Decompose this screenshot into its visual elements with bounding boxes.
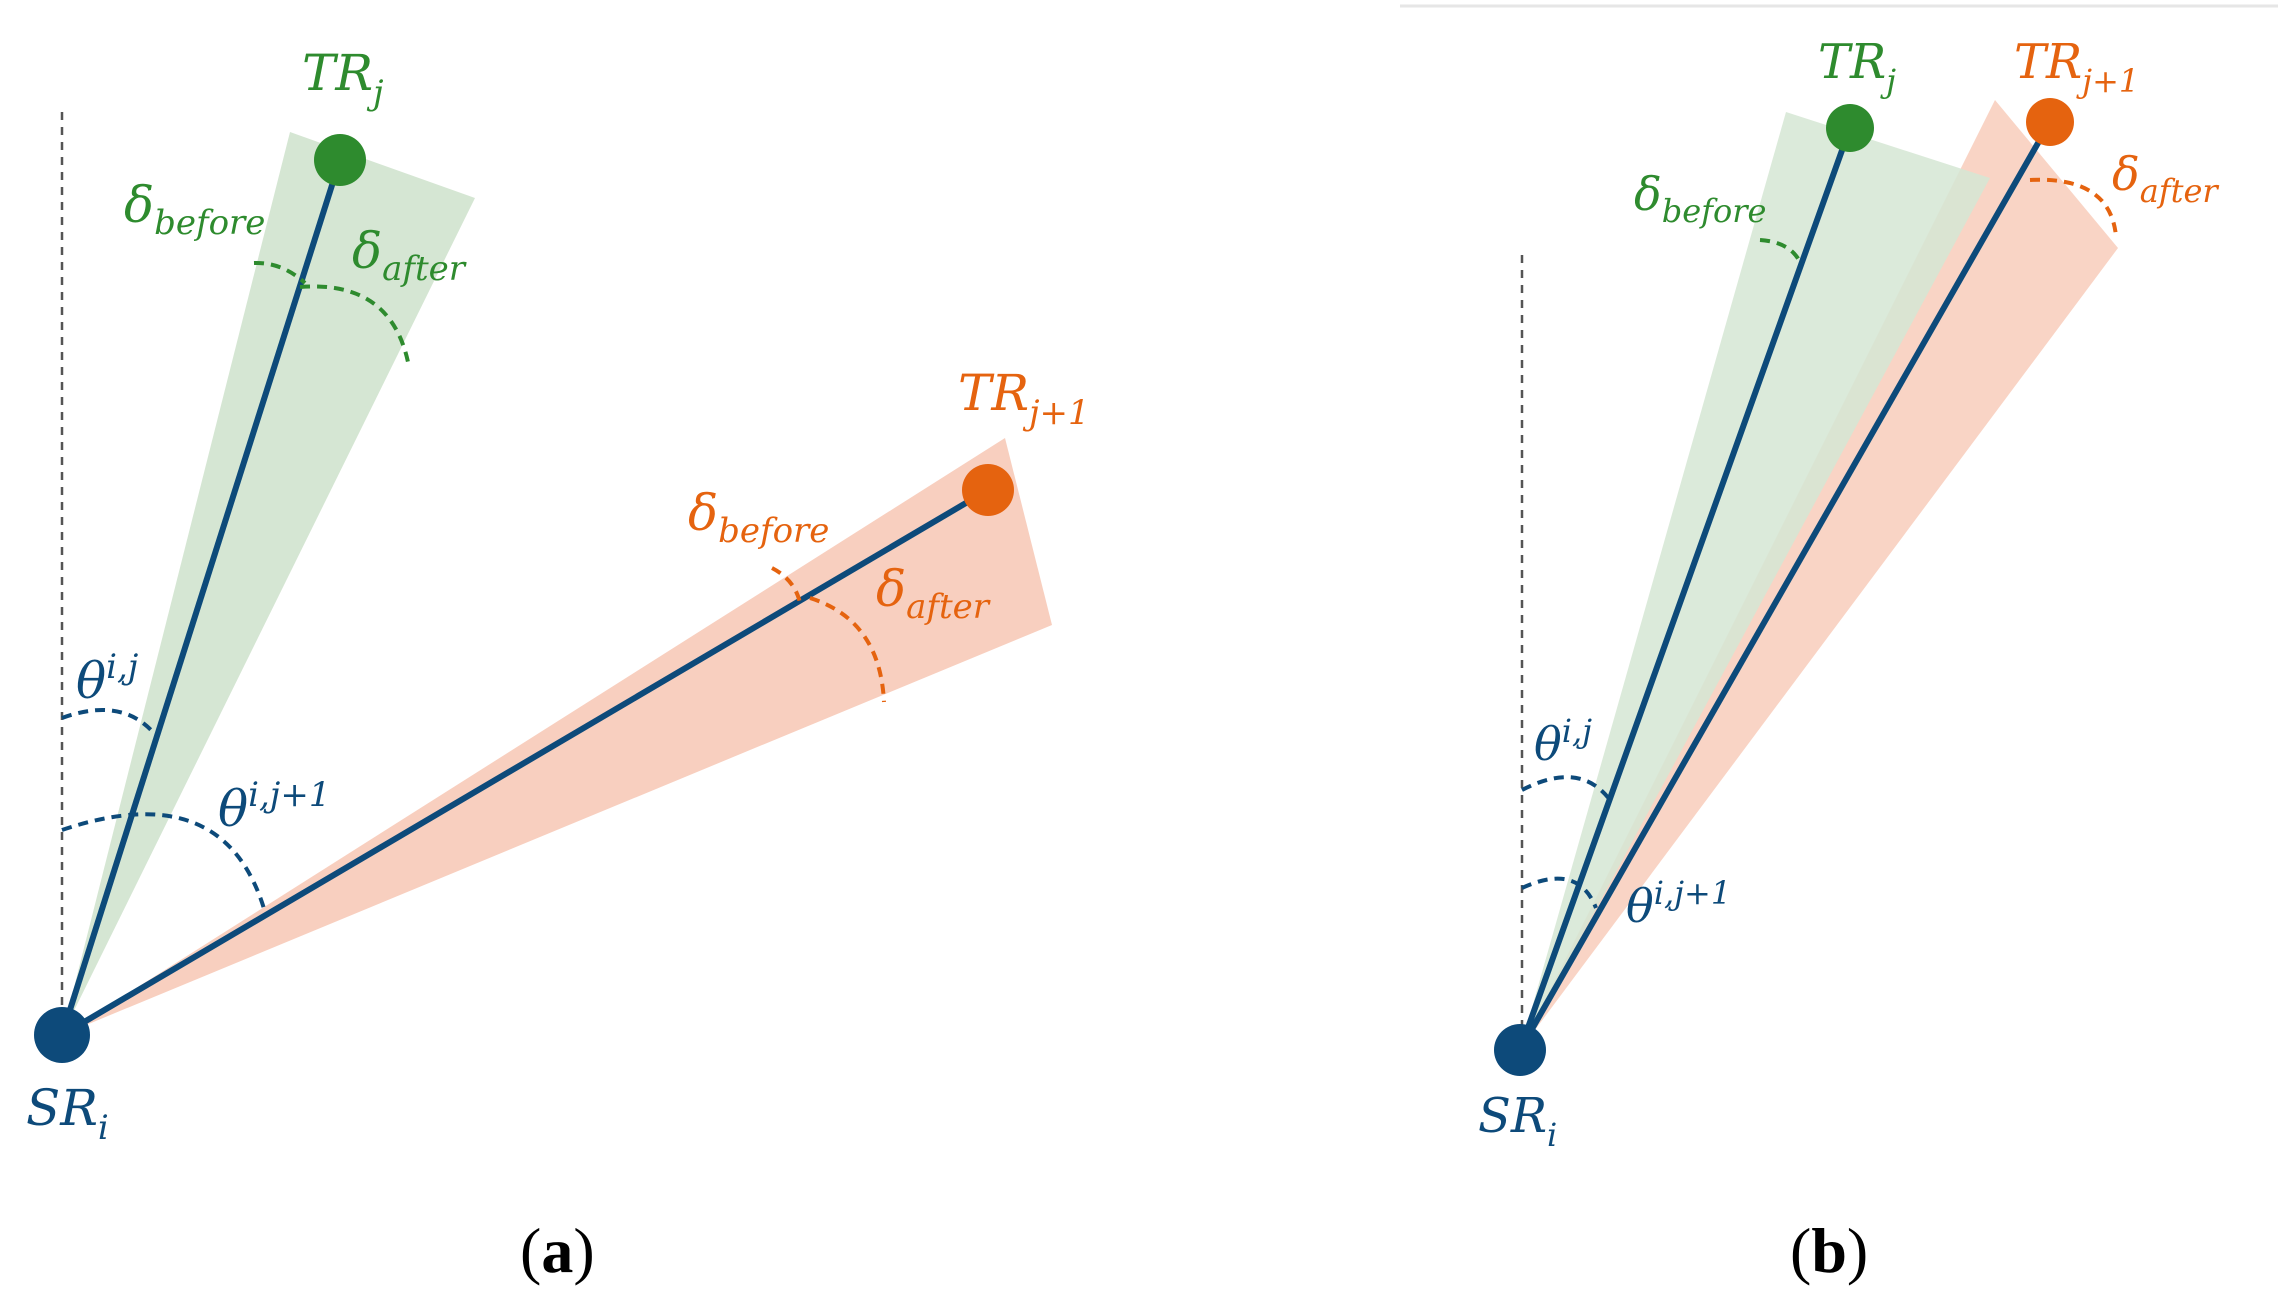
panel-a-orange-after-label: δafter: [876, 560, 991, 627]
panel-a-tr-j-label: TRj: [302, 44, 384, 113]
panel-b-green-before-label: δbefore: [1634, 167, 1766, 230]
panel-b-theta-j1-label: θi,j+1: [1626, 874, 1731, 933]
panel-b-orange-sector: [1520, 100, 2118, 1050]
panel-b: SRi TRj TRj+1 δbefore δafter θi,j θi,j+1…: [1478, 34, 2219, 1286]
panel-a-line-sr-trj: [59, 159, 343, 1036]
panel-a-green-after-arc: [299, 284, 410, 363]
panel-a-orange-before-arc: [771, 566, 802, 604]
panel-a-theta-j1-arc: [61, 812, 267, 913]
panel-b-orange-after-arc: [2029, 177, 2118, 237]
panel-a-tr-j1-node: [962, 464, 1014, 516]
panel-a-theta-j1-label: θi,j+1: [218, 775, 330, 838]
panel-a-green-before-label: δbefore: [124, 176, 265, 243]
panel-a-line-sr-trj1: [60, 487, 990, 1038]
panel-a-orange-before-label: δbefore: [688, 484, 829, 551]
panel-a-tr-j-node: [314, 134, 366, 186]
panel-a-green-before-arc: [253, 260, 307, 285]
panel-b-theta-j-arc: [1521, 775, 1612, 802]
panel-a: SRi TRj TRj+1 δbefore δafter δbefore δaf…: [26, 44, 1090, 1286]
panel-b-green-sector: [1520, 112, 1990, 1050]
panel-a-theta-j-arc: [61, 708, 160, 740]
panel-b-tr-j-label: TRj: [1818, 34, 1896, 100]
panel-a-green-sector: [62, 132, 475, 1035]
panel-b-line-sr-trj: [1517, 126, 1853, 1052]
panel-b-tr-j1-node: [2026, 98, 2074, 146]
panel-b-orange-after-label: δafter: [2112, 147, 2219, 210]
panel-b-sr-label: SRi: [1478, 1088, 1557, 1154]
panel-b-tr-j-node: [1826, 104, 1874, 152]
panel-a-theta-j-label: θi,j: [76, 647, 139, 710]
panel-a-sr-label: SRi: [26, 1079, 109, 1148]
panel-b-sr-node: [1494, 1024, 1546, 1076]
panel-b-line-sr-trj1: [1517, 120, 2053, 1052]
panel-a-tr-j1-label: TRj+1: [958, 364, 1090, 433]
panel-b-theta-j-label: θi,j: [1534, 712, 1592, 771]
panel-b-tr-j1-label: TRj+1: [2014, 34, 2139, 100]
panel-b-caption: (b): [1790, 1215, 1868, 1286]
panel-a-orange-after-arc: [809, 596, 886, 703]
panel-a-caption: (a): [520, 1215, 595, 1286]
panel-a-sr-node: [34, 1007, 90, 1063]
panel-a-orange-sector: [62, 438, 1052, 1035]
panel-a-green-after-label: δafter: [352, 222, 467, 289]
panel-b-green-before-arc: [1759, 238, 1802, 263]
